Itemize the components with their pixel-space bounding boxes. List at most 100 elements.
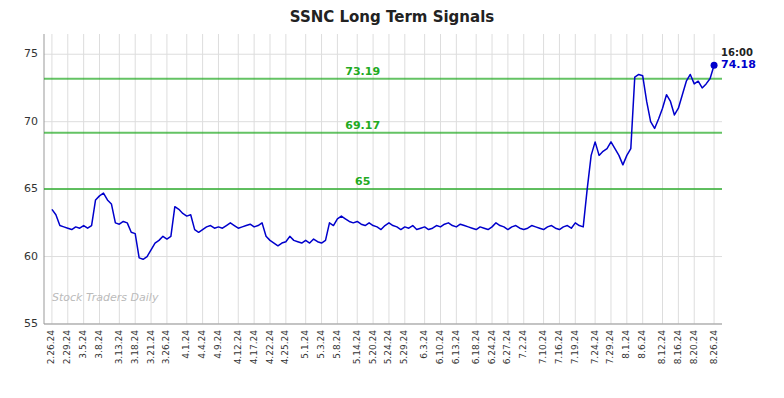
x-grid-line [492, 34, 493, 324]
x-grid-line [83, 34, 84, 324]
x-grid-line [626, 34, 627, 324]
x-tick-label: 6.18.24 [471, 330, 481, 365]
x-tick-label: 2.26.24 [46, 330, 56, 365]
grid [44, 34, 722, 324]
x-tick-label: 8.20.24 [689, 330, 699, 365]
last-point-dot [711, 62, 718, 69]
x-grid-line [424, 34, 425, 324]
x-grid-line [135, 34, 136, 324]
x-tick-label: 3.5.24 [78, 330, 88, 359]
signal-line [44, 78, 722, 80]
x-tick-label: 4.4.24 [197, 330, 207, 359]
x-tick-label: 5.20.24 [368, 330, 378, 365]
chart-container: SSNC Long Term Signals 55 60 65 70 75 2.26.24 2… [0, 0, 784, 398]
y-grid-line [44, 189, 722, 190]
x-grid-line [388, 34, 389, 324]
signal-label: 73.19 [345, 65, 380, 78]
x-tick-label: 5.1.24 [300, 330, 310, 359]
x-tick-label: 3.18.24 [130, 330, 140, 365]
x-tick-label: 2.29.24 [62, 330, 72, 365]
x-grid-line [270, 34, 271, 324]
x-tick-label: 8.1.24 [621, 330, 631, 359]
x-tick-label: 7.19.24 [570, 330, 580, 365]
x-grid-line [404, 34, 405, 324]
x-grid-line [321, 34, 322, 324]
x-grid-line [440, 34, 441, 324]
x-tick-label: 3.21.24 [146, 330, 156, 365]
x-grid-line [456, 34, 457, 324]
x-grid-line [238, 34, 239, 324]
x-grid-line [305, 34, 306, 324]
x-tick-label: 5.24.24 [383, 330, 393, 365]
x-tick-label: 8.16.24 [673, 330, 683, 365]
x-grid-line [523, 34, 524, 324]
x-grid-line [337, 34, 338, 324]
x-tick-label: 3.26.24 [161, 330, 171, 365]
x-grid-line [186, 34, 187, 324]
x-grid-line [202, 34, 203, 324]
plot-area [44, 62, 722, 259]
x-tick-label: 5.3.24 [316, 330, 326, 359]
x-grid-line [151, 34, 152, 324]
x-tick-label: 5.8.24 [332, 330, 342, 359]
y-tick-label: 70 [24, 115, 38, 128]
x-tick-label: 3.8.24 [94, 330, 104, 359]
x-grid-line [51, 34, 52, 324]
x-tick-label: 6.13.24 [451, 330, 461, 365]
x-tick-label: 6.24.24 [487, 330, 497, 365]
signal-line [44, 188, 722, 190]
x-tick-label: 4.22.24 [265, 330, 275, 365]
x-tick-label: 4.17.24 [249, 330, 259, 365]
x-grid-line [166, 34, 167, 324]
x-tick-label: 8.12.24 [657, 330, 667, 365]
x-grid-line [99, 34, 100, 324]
x-tick-label: 4.9.24 [213, 330, 223, 359]
x-grid-line [67, 34, 68, 324]
x-grid-line [507, 34, 508, 324]
x-grid-line [559, 34, 560, 324]
signal-line [44, 132, 722, 134]
title: SSNC Long Term Signals [290, 8, 495, 26]
x-grid-line [218, 34, 219, 324]
x-grid-line [254, 34, 255, 324]
x-grid-line [610, 34, 611, 324]
x-tick-label: 4.1.24 [181, 330, 191, 359]
y-grid-line [44, 121, 722, 122]
x-grid-line [543, 34, 544, 324]
x-grid-line [575, 34, 576, 324]
last-price-label: 74.18 [721, 58, 756, 71]
x-grid-line [694, 34, 695, 324]
x-grid-line [662, 34, 663, 324]
x-tick-label: 6.10.24 [435, 330, 445, 365]
x-tick-label: 7.2.24 [518, 330, 528, 359]
watermark: Stock Traders Daily [52, 291, 159, 304]
x-tick-label: 7.29.24 [605, 330, 615, 365]
price-line [52, 65, 714, 259]
x-tick-label: 5.29.24 [399, 330, 409, 365]
x-tick-label: 3.13.24 [114, 330, 124, 365]
last-time-label: 16:00 [721, 47, 753, 58]
x-grid-line [285, 34, 286, 324]
x-tick-label: 6.3.24 [419, 330, 429, 359]
y-grid-line [44, 54, 722, 55]
y-tick-label: 55 [24, 317, 38, 330]
x-tick-label: 7.10.24 [538, 330, 548, 365]
y-tick-label: 65 [24, 182, 38, 195]
x-grid-line [476, 34, 477, 324]
y-axis-line [44, 34, 45, 324]
y-tick-label: 75 [24, 47, 38, 60]
x-grid-line [595, 34, 596, 324]
x-tick-label: 8.6.24 [637, 330, 647, 359]
x-grid-line [678, 34, 679, 324]
x-tick-label: 4.25.24 [280, 330, 290, 365]
x-tick-label: 7.16.24 [554, 330, 564, 365]
y-tick-label: 60 [24, 250, 38, 263]
signal-label: 69.17 [345, 119, 380, 132]
x-grid-line [119, 34, 120, 324]
x-grid-line [714, 34, 715, 324]
x-tick-label: 7.24.24 [590, 330, 600, 365]
x-tick-label: 8.26.24 [709, 330, 719, 365]
signal-label: 65 [355, 175, 370, 188]
chart-svg: SSNC Long Term Signals 55 60 65 70 75 2.26.24 2… [0, 0, 784, 398]
x-tick-label: 4.12.24 [233, 330, 243, 365]
